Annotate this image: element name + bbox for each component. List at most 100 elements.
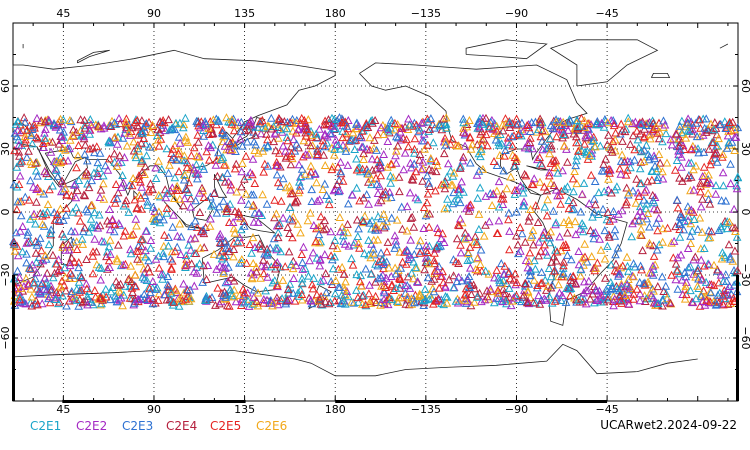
occultation-marker bbox=[247, 273, 257, 282]
occultation-marker bbox=[623, 156, 633, 165]
occultation-marker bbox=[51, 292, 61, 301]
occultation-marker bbox=[698, 194, 707, 203]
occultation-marker bbox=[278, 275, 288, 284]
occultation-marker bbox=[634, 191, 644, 200]
occultation-marker bbox=[493, 286, 503, 295]
occultation-marker bbox=[452, 277, 462, 286]
occultation-marker bbox=[341, 143, 351, 152]
occultation-marker bbox=[527, 179, 537, 188]
occultation-marker bbox=[301, 169, 310, 178]
occultation-marker bbox=[411, 263, 420, 272]
occultation-marker bbox=[256, 129, 266, 138]
occultation-marker bbox=[258, 190, 267, 199]
occultation-marker bbox=[66, 226, 76, 235]
occultation-marker bbox=[712, 299, 722, 308]
occultation-marker bbox=[546, 272, 556, 281]
occultation-marker bbox=[38, 209, 48, 218]
occultation-marker bbox=[542, 186, 552, 195]
occultation-marker bbox=[537, 267, 546, 276]
occultation-marker bbox=[168, 144, 178, 153]
occultation-marker bbox=[81, 167, 91, 176]
occultation-marker bbox=[649, 124, 658, 133]
occultation-marker bbox=[165, 160, 174, 169]
occultation-marker bbox=[549, 206, 558, 215]
occultation-marker bbox=[157, 117, 167, 126]
occultation-marker bbox=[227, 119, 237, 128]
occultation-marker bbox=[618, 261, 628, 270]
occultation-marker bbox=[86, 214, 96, 223]
occultation-marker bbox=[236, 117, 246, 126]
occultation-marker bbox=[517, 297, 526, 306]
occultation-marker bbox=[348, 260, 358, 269]
occultation-marker bbox=[525, 248, 535, 257]
occultation-marker bbox=[383, 300, 393, 309]
occultation-marker bbox=[127, 123, 137, 132]
occultation-marker bbox=[307, 280, 317, 289]
occultation-marker bbox=[705, 233, 715, 242]
occultation-marker bbox=[112, 297, 122, 306]
occultation-marker bbox=[709, 297, 719, 306]
occultation-marker bbox=[501, 289, 511, 298]
occultation-marker bbox=[570, 166, 579, 175]
occultation-marker bbox=[304, 271, 313, 280]
occultation-marker bbox=[677, 116, 687, 125]
occultation-marker bbox=[584, 199, 594, 208]
occultation-marker bbox=[36, 280, 46, 289]
occultation-marker bbox=[355, 132, 364, 141]
occultation-marker bbox=[187, 151, 196, 160]
occultation-marker bbox=[373, 188, 383, 197]
occultation-marker bbox=[330, 252, 340, 261]
occultation-marker bbox=[192, 151, 202, 160]
occultation-marker bbox=[673, 253, 683, 262]
legend-item: C2E3 bbox=[122, 419, 153, 433]
occultation-marker bbox=[236, 127, 246, 136]
occultation-marker bbox=[282, 124, 292, 133]
occultation-marker bbox=[199, 229, 209, 238]
occultation-marker bbox=[295, 181, 305, 190]
occultation-marker bbox=[714, 134, 723, 143]
occultation-marker bbox=[175, 194, 185, 203]
occultation-marker bbox=[30, 278, 39, 287]
occultation-marker bbox=[167, 264, 176, 273]
occultation-marker bbox=[376, 171, 386, 180]
occultation-marker bbox=[460, 141, 470, 150]
occultation-marker bbox=[250, 145, 260, 154]
occultation-marker bbox=[116, 182, 126, 191]
occultation-marker bbox=[352, 270, 362, 279]
occultation-marker bbox=[34, 252, 44, 261]
occultation-marker bbox=[337, 290, 347, 299]
occultation-marker bbox=[652, 245, 662, 254]
occultation-marker bbox=[616, 169, 626, 178]
occultation-marker bbox=[562, 283, 572, 292]
occultation-marker bbox=[272, 258, 282, 267]
occultation-marker bbox=[442, 172, 452, 181]
occultation-marker bbox=[45, 228, 55, 237]
occultation-marker bbox=[68, 292, 78, 301]
occultation-marker bbox=[537, 278, 547, 287]
occultation-marker bbox=[657, 272, 667, 281]
occultation-marker bbox=[128, 287, 137, 296]
occultation-marker bbox=[681, 290, 691, 299]
occultation-marker bbox=[354, 239, 363, 248]
occultation-marker bbox=[289, 135, 298, 144]
occultation-marker bbox=[115, 151, 125, 160]
bottom-lon-label: −90 bbox=[505, 403, 528, 416]
occultation-marker bbox=[634, 143, 644, 152]
occultation-marker bbox=[112, 161, 122, 170]
occultation-marker bbox=[112, 256, 122, 265]
occultation-marker bbox=[613, 243, 623, 252]
occultation-marker bbox=[27, 301, 37, 310]
occultation-marker bbox=[636, 147, 646, 156]
occultation-marker bbox=[28, 182, 38, 191]
occultation-marker bbox=[249, 292, 259, 301]
occultation-marker bbox=[512, 278, 522, 287]
occultation-marker bbox=[217, 128, 227, 137]
occultation-marker bbox=[573, 146, 583, 155]
occultation-marker bbox=[550, 296, 560, 305]
occultation-marker bbox=[88, 251, 98, 260]
occultation-marker bbox=[620, 127, 630, 136]
occultation-marker bbox=[110, 291, 120, 300]
occultation-marker bbox=[640, 296, 650, 305]
occultation-marker bbox=[43, 207, 52, 216]
